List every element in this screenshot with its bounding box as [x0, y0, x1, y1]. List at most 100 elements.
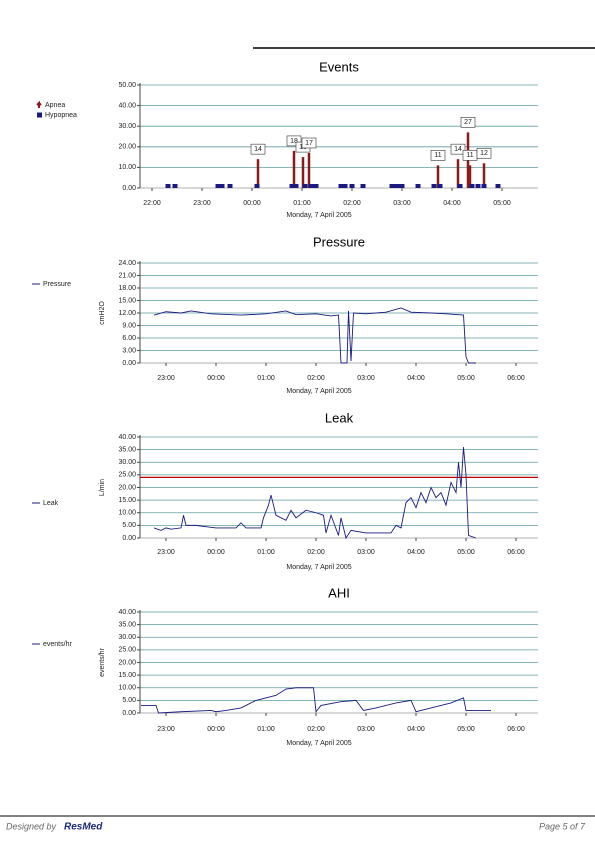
hypopnea-marker — [457, 184, 463, 188]
y-tick-label: 35.00 — [118, 621, 136, 628]
y-tick-label: 35.00 — [118, 446, 136, 453]
y-tick-label: 30.00 — [118, 123, 136, 130]
y-tick-label: 6.00 — [122, 335, 136, 342]
x-tick-label: 00:00 — [207, 375, 225, 382]
x-tick-label: 04:00 — [407, 549, 425, 556]
hypopnea-marker — [360, 184, 366, 188]
chart-title: Pressure — [313, 234, 365, 249]
hypopnea-marker — [254, 184, 260, 188]
hypopnea-marker — [219, 184, 225, 188]
value-label-box — [460, 117, 476, 128]
data-line — [141, 687, 491, 714]
value-label: 11 — [466, 152, 473, 159]
hypopnea-marker — [165, 184, 171, 188]
y-tick-label: 40.00 — [118, 102, 136, 109]
value-label-box — [476, 147, 492, 159]
hypopnea-marker — [495, 184, 501, 188]
y-tick-label: 15.00 — [118, 672, 136, 679]
x-tick-label: 02:00 — [307, 549, 325, 556]
y-tick-label: 10.00 — [118, 510, 136, 517]
x-axis-label: Monday, 7 April 2005 — [286, 388, 351, 395]
y-tick-label: 10.00 — [118, 164, 136, 171]
y-tick-label: 0.00 — [122, 710, 136, 717]
hypopnea-marker — [431, 184, 437, 188]
y-axis-label: events/hr — [99, 647, 106, 676]
y-tick-label: 20.00 — [118, 484, 136, 491]
x-tick-label: 05:00 — [457, 726, 475, 733]
value-label-box — [450, 143, 466, 155]
hypopnea-marker — [313, 184, 319, 188]
legend-label: Pressure — [43, 281, 71, 288]
y-tick-label: 18.00 — [118, 285, 136, 292]
y-tick-label: 0.00 — [122, 185, 136, 192]
x-tick-label: 00:00 — [243, 200, 261, 207]
x-tick-label: 02:00 — [343, 200, 361, 207]
hypopnea-marker — [415, 184, 421, 188]
value-label: 11 — [434, 152, 441, 159]
y-tick-label: 10.00 — [118, 685, 136, 692]
hypopnea-marker — [399, 184, 405, 188]
y-tick-label: 5.00 — [122, 697, 136, 704]
brand: ResMed — [64, 822, 103, 833]
y-tick-label: 9.00 — [122, 322, 136, 329]
legend-marker — [37, 112, 42, 118]
y-tick-label: 20.00 — [118, 144, 136, 151]
y-tick-label: 30.00 — [118, 459, 136, 466]
y-tick-label: 25.00 — [118, 472, 136, 479]
data-line — [153, 447, 477, 540]
x-tick-label: 22:00 — [143, 200, 161, 207]
x-tick-label: 01:00 — [257, 726, 275, 733]
x-tick-label: 02:00 — [307, 375, 325, 382]
x-tick-label: 23:00 — [157, 549, 175, 556]
hypopnea-marker — [342, 184, 348, 188]
chart-title: Events — [319, 59, 359, 74]
x-tick-label: 06:00 — [507, 549, 525, 556]
hypopnea-marker — [227, 184, 233, 188]
x-axis-label: Monday, 7 April 2005 — [286, 564, 351, 571]
legend-label: Leak — [43, 500, 59, 507]
y-tick-label: 24.00 — [118, 260, 136, 267]
hypopnea-marker — [215, 184, 221, 188]
hypopnea-marker — [394, 184, 400, 188]
x-tick-label: 03:00 — [357, 375, 375, 382]
y-tick-label: 0.00 — [122, 535, 136, 542]
value-label: 14 — [454, 146, 462, 153]
x-tick-label: 06:00 — [507, 375, 525, 382]
y-tick-label: 50.00 — [118, 82, 136, 89]
legend-label: Hypopnea — [45, 112, 77, 119]
x-tick-label: 05:00 — [493, 200, 511, 207]
hypopnea-marker — [172, 184, 178, 188]
x-tick-label: 04:00 — [443, 200, 461, 207]
y-tick-label: 21.00 — [118, 272, 136, 279]
x-tick-label: 23:00 — [193, 200, 211, 207]
x-tick-label: 04:00 — [407, 726, 425, 733]
hypopnea-marker — [469, 184, 475, 188]
x-tick-label: 23:00 — [157, 375, 175, 382]
x-tick-label: 06:00 — [507, 726, 525, 733]
value-label-box — [286, 135, 302, 147]
y-tick-label: 0.00 — [122, 360, 136, 367]
page-number: Page 5 of 7 — [539, 821, 586, 831]
value-label: 18 — [290, 138, 298, 145]
hypopnea-marker — [293, 184, 299, 188]
value-label: 12 — [480, 150, 488, 157]
data-line — [153, 307, 476, 364]
designed-by: Designed by — [6, 821, 57, 831]
value-label-box — [250, 143, 266, 155]
x-tick-label: 01:00 — [257, 375, 275, 382]
legend-marker — [36, 100, 42, 108]
x-tick-label: 00:00 — [207, 726, 225, 733]
legend-label: Apnea — [45, 102, 65, 109]
y-tick-label: 30.00 — [118, 634, 136, 641]
hypopnea-marker — [308, 184, 314, 188]
chart-title: Leak — [325, 410, 354, 425]
y-tick-label: 12.00 — [118, 310, 136, 317]
value-label: 27 — [464, 119, 472, 126]
x-tick-label: 01:00 — [257, 549, 275, 556]
y-tick-label: 5.00 — [122, 522, 136, 529]
hypopnea-marker — [289, 184, 295, 188]
y-tick-label: 15.00 — [118, 497, 136, 504]
x-axis-label: Monday, 7 April 2005 — [286, 740, 351, 747]
y-tick-label: 3.00 — [122, 347, 136, 354]
x-tick-label: 23:00 — [157, 726, 175, 733]
